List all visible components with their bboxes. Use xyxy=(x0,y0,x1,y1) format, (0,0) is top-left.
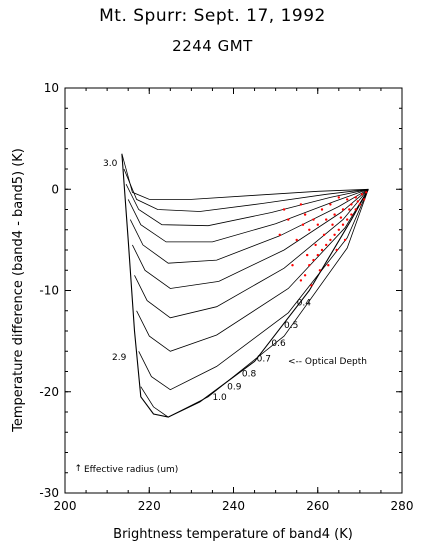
radius-curve-7 xyxy=(136,189,369,352)
data-point xyxy=(325,243,328,247)
data-point xyxy=(303,274,307,277)
x-tick-label: 200 xyxy=(54,499,77,513)
radius-curve-0 xyxy=(121,153,369,200)
data-point xyxy=(362,198,366,201)
data-point xyxy=(354,208,357,211)
y-tick-label: -20 xyxy=(39,385,59,399)
data-point xyxy=(320,208,324,211)
scatter-layer xyxy=(278,191,368,287)
x-tick-label: 280 xyxy=(391,499,414,513)
data-point xyxy=(343,238,347,242)
x-tick-label: 240 xyxy=(222,499,245,513)
data-point xyxy=(278,233,281,236)
data-point xyxy=(316,253,319,257)
data-point xyxy=(312,258,315,262)
data-point xyxy=(339,216,343,219)
data-point xyxy=(333,233,336,236)
radius-curve-9 xyxy=(140,189,369,418)
data-point xyxy=(301,223,305,226)
optical-depth-label: 0.8 xyxy=(242,370,257,380)
x-tick-label: 260 xyxy=(306,499,329,513)
chart-subtitle: 2244 GMT xyxy=(172,37,253,55)
data-point xyxy=(350,203,353,206)
data-point xyxy=(327,264,330,267)
x-tick-label: 220 xyxy=(138,499,161,513)
radius-curve-4 xyxy=(129,188,369,264)
radius-curve-5 xyxy=(132,188,369,289)
optical-depth-label: 0.6 xyxy=(271,339,286,349)
data-point xyxy=(337,196,340,199)
data-point xyxy=(333,213,336,216)
data-point xyxy=(346,198,349,201)
data-point xyxy=(316,223,319,226)
data-point xyxy=(299,203,303,206)
optical-depth-label: 0.7 xyxy=(257,354,271,364)
data-point xyxy=(335,248,338,252)
radius-curve-6 xyxy=(134,189,369,319)
x-axis-label: Brightness temperature of band4 (K) xyxy=(113,527,353,542)
optical-depth-annotation: <-- Optical Depth xyxy=(288,357,367,367)
radius-label-top: 3.0 xyxy=(103,159,118,169)
radius-label-bottom: 2.9 xyxy=(112,353,127,363)
data-point xyxy=(308,264,311,267)
data-point xyxy=(312,218,315,221)
data-point xyxy=(341,208,345,211)
data-point xyxy=(356,200,359,203)
data-point xyxy=(360,193,364,196)
data-point xyxy=(348,208,351,211)
data-point xyxy=(295,238,298,242)
up-arrow-icon: ↑ xyxy=(74,464,82,474)
optical-depth-label: 0.9 xyxy=(227,383,242,393)
data-point xyxy=(350,213,353,216)
radius-curve-1 xyxy=(123,168,369,212)
optical-depth-label: 0.4 xyxy=(297,299,312,309)
optical-depth-label: 0.5 xyxy=(284,321,298,331)
optical-depth-label: 1.0 xyxy=(212,393,227,403)
data-point xyxy=(331,223,334,226)
radius-curve-8 xyxy=(138,189,369,391)
data-point xyxy=(314,243,317,247)
data-point xyxy=(365,191,368,194)
data-point xyxy=(287,218,290,221)
y-axis-label: Temperature difference (band4 - band5) (… xyxy=(11,148,26,433)
data-point xyxy=(337,228,340,231)
data-point xyxy=(346,218,349,221)
data-point xyxy=(354,196,357,199)
data-point xyxy=(358,203,362,206)
chart-title: Mt. Spurr: Sept. 17, 1992 xyxy=(99,6,326,26)
data-point xyxy=(322,233,326,236)
data-point xyxy=(308,228,311,231)
radius-curve-3 xyxy=(127,188,369,243)
radius-curve-2 xyxy=(125,184,369,227)
data-point xyxy=(303,213,307,216)
data-point xyxy=(320,248,324,252)
y-tick-label: -30 xyxy=(39,486,59,500)
data-point xyxy=(341,223,345,226)
y-tick-label: -10 xyxy=(39,284,59,298)
ticks-layer: 200 220 240 260 280 10 0 -10 -20 -30 xyxy=(39,81,413,513)
data-point xyxy=(318,269,322,272)
data-point xyxy=(299,279,303,282)
data-point xyxy=(282,208,286,211)
data-point xyxy=(329,203,332,206)
optical-depth-labels: 0.4 0.5 0.60.70.80.91.0 xyxy=(212,299,311,403)
data-point xyxy=(325,218,328,221)
curves-layer xyxy=(121,153,369,418)
plot-frame xyxy=(64,87,403,494)
data-point xyxy=(310,284,313,287)
y-tick-label: 10 xyxy=(44,81,59,95)
data-point xyxy=(306,253,309,257)
envelope-curve xyxy=(121,153,369,418)
effective-radius-annotation: Effective radius (um) xyxy=(84,465,178,475)
data-point xyxy=(291,264,294,267)
y-tick-label: 0 xyxy=(51,182,59,196)
data-point xyxy=(329,238,332,242)
